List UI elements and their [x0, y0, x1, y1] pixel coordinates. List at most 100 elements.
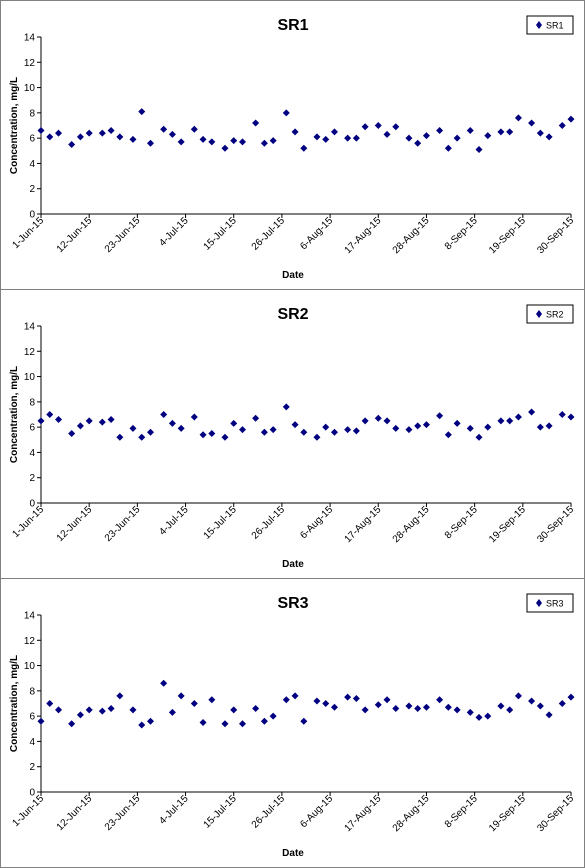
data-point — [55, 129, 63, 137]
x-tick-label: 8-Sep-15 — [443, 793, 480, 830]
data-point — [545, 711, 553, 719]
data-point — [282, 403, 290, 411]
data-point — [76, 711, 84, 719]
y-tick-label: 14 — [24, 33, 36, 44]
chart-sr2: SR2 0 2 4 6 8 10 12 14 1-Jun-15 12-Jun-15 23-Jun-15… — [9, 304, 576, 570]
data-point — [475, 713, 483, 721]
data-point — [85, 706, 93, 714]
data-point — [98, 707, 106, 715]
data-point — [330, 128, 338, 136]
data-point — [405, 426, 413, 434]
data-point — [85, 129, 93, 137]
data-point — [260, 428, 268, 436]
x-tick-label: 4-Jul-15 — [157, 793, 191, 827]
data-point — [68, 720, 76, 728]
data-point — [282, 696, 290, 704]
legend-marker — [536, 21, 542, 29]
x-tick-label: 28-Aug-15 — [391, 793, 432, 834]
data-point — [536, 702, 544, 710]
x-axis-label: Date — [282, 848, 304, 859]
data-point — [313, 697, 321, 705]
data-point — [558, 122, 566, 129]
y-tick-label: 12 — [24, 636, 36, 647]
legend-box — [526, 15, 574, 35]
data-point — [361, 706, 369, 714]
data-point — [330, 703, 338, 711]
data-point — [160, 411, 168, 418]
x-tick-label: 8-Sep-15 — [443, 215, 480, 252]
data-point — [46, 411, 54, 418]
data-point — [300, 428, 308, 436]
legend-label: SR2 — [546, 310, 564, 320]
y-tick-label: 0 — [29, 788, 35, 799]
data-point — [422, 421, 430, 429]
data-point — [545, 133, 553, 141]
data-point — [269, 426, 277, 434]
data-point — [414, 705, 422, 713]
data-point — [506, 706, 514, 714]
x-axis-label: Date — [282, 270, 304, 281]
data-point — [558, 411, 566, 418]
data-point — [361, 123, 369, 131]
data-point — [168, 130, 176, 138]
data-point — [238, 138, 246, 146]
y-tick-label: 8 — [29, 686, 35, 697]
x-tick-label: 23-Jun-15 — [103, 793, 143, 833]
data-point — [37, 127, 45, 135]
data-point — [138, 433, 146, 441]
y-tick-label: 12 — [24, 347, 36, 358]
x-tick-label: 30-Sep-15 — [535, 793, 576, 834]
data-point — [466, 424, 474, 432]
chart-sr1: SR1 0 2 4 6 8 10 12 14 1-Jun-15 12-Jun-15 23-Jun-15… — [9, 15, 576, 281]
y-tick-label: 14 — [24, 611, 36, 622]
legend-box — [526, 304, 574, 324]
data-point — [497, 702, 505, 710]
data-point — [85, 417, 93, 425]
data-point — [252, 414, 260, 422]
data-point — [177, 138, 185, 146]
data-point — [436, 696, 444, 704]
data-point — [129, 706, 137, 714]
data-point — [453, 419, 461, 427]
data-point — [313, 433, 321, 441]
data-point — [392, 705, 400, 713]
data-point — [190, 700, 198, 707]
data-point — [392, 123, 400, 131]
y-tick-label: 4 — [29, 737, 35, 748]
y-tick-label: 10 — [24, 83, 36, 94]
x-tick-label: 28-Aug-15 — [391, 215, 432, 256]
y-tick-label: 2 — [29, 473, 35, 484]
chart-panel-sr1: SR1 0 2 4 6 8 10 12 14 1-Jun-15 12-Jun-15 23-Jun-15… — [0, 0, 585, 290]
data-point — [147, 139, 155, 147]
chart-panel-sr3: SR3 0 2 4 6 8 10 12 14 1-Jun-15 12-Jun-15 23-Jun-15… — [0, 578, 585, 868]
y-tick-label: 6 — [29, 134, 35, 145]
x-axis-label: Date — [282, 559, 304, 570]
data-point — [506, 417, 514, 425]
y-tick-label: 2 — [29, 184, 35, 195]
data-point — [46, 133, 54, 141]
data-point — [199, 431, 207, 439]
data-point — [392, 424, 400, 432]
data-point — [466, 127, 474, 135]
legend-label: SR3 — [546, 599, 564, 609]
x-tick-label: 28-Aug-15 — [391, 504, 432, 545]
data-point — [37, 417, 45, 425]
legend-marker — [536, 599, 542, 607]
x-tick-label: 12-Jun-15 — [55, 504, 95, 544]
data-point — [567, 115, 575, 123]
data-point — [405, 702, 413, 710]
legend-marker — [536, 310, 542, 318]
data-point — [208, 138, 216, 146]
y-tick-label: 2 — [29, 762, 35, 773]
data-point — [528, 119, 536, 127]
y-axis-label: Concentration, mg/L — [9, 655, 20, 752]
data-point — [352, 694, 360, 702]
x-tick-label: 1-Jun-15 — [10, 504, 46, 540]
data-point — [344, 426, 352, 434]
y-tick-label: 0 — [29, 210, 35, 221]
data-point — [322, 423, 330, 431]
data-point — [55, 706, 63, 714]
x-tick-label: 17-Aug-15 — [343, 215, 384, 256]
data-point — [138, 108, 146, 116]
data-point — [514, 413, 522, 421]
